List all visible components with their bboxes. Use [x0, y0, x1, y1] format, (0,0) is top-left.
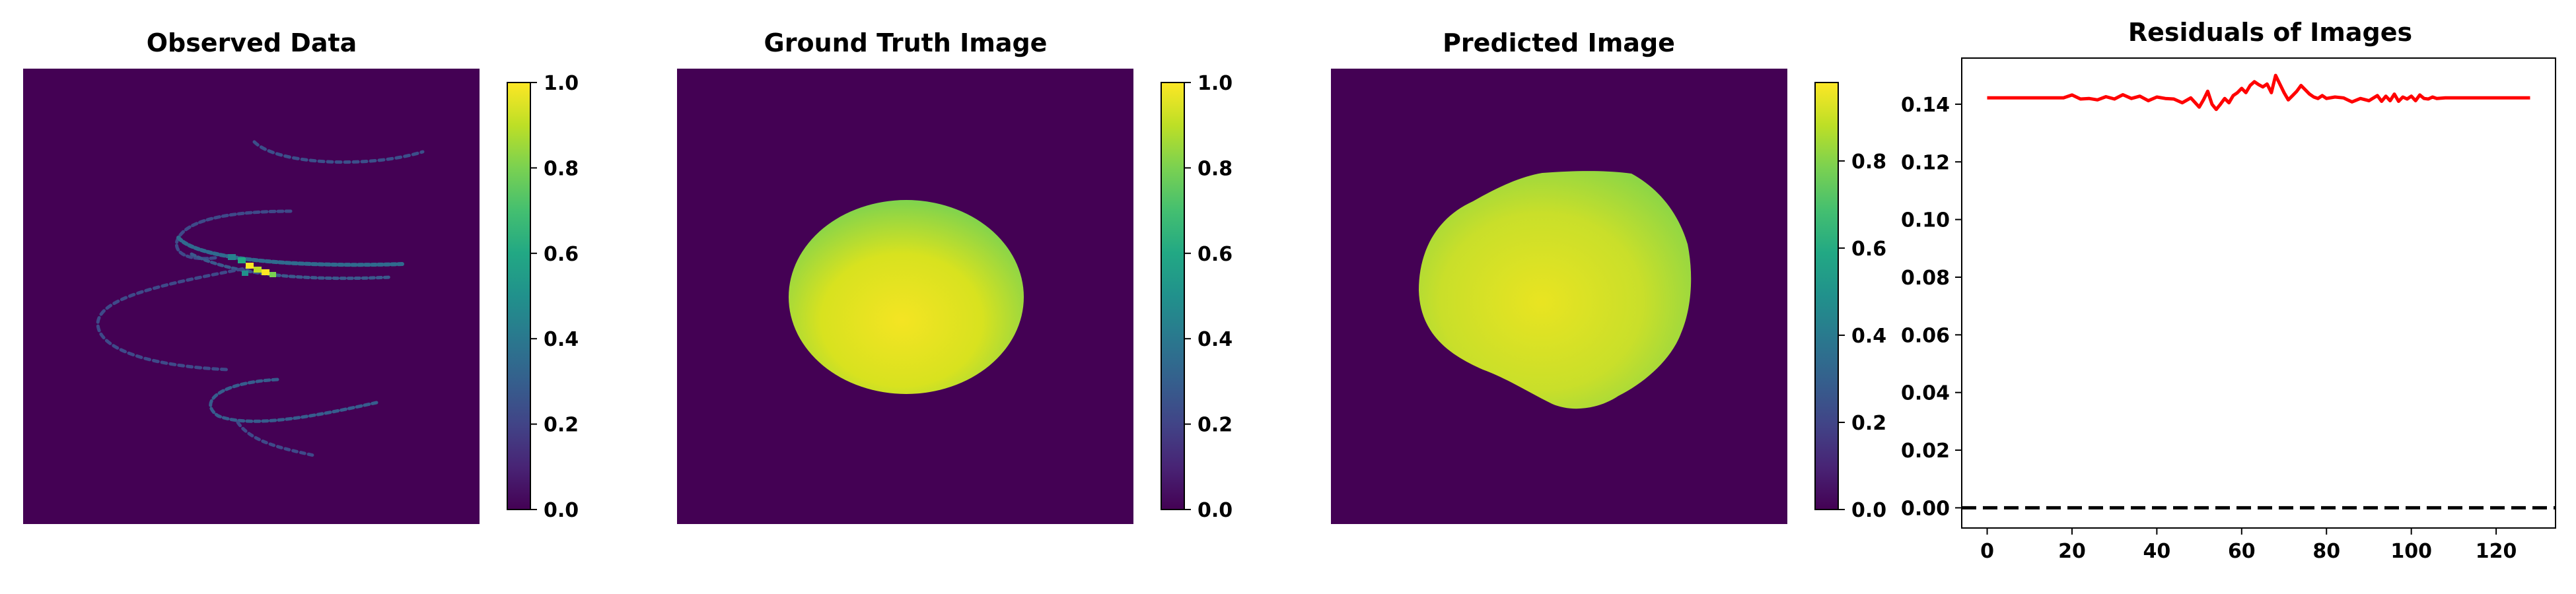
panel-residuals: Residuals of Images 0.00 0.02 0.04 0.06 0.08… — [1901, 18, 2556, 563]
colorbar: 0.0 0.2 0.4 0.6 0.8 1.0 — [507, 72, 579, 522]
y-axis-ticks: 0.00 0.02 0.04 0.06 0.08 0.10 0.12 0.14 — [1901, 94, 1962, 520]
panel-ground-truth: Ground Truth Image 0.0 0.2 0.4 0.6 0.8 1.0 — [677, 28, 1233, 524]
heatmap-streaks — [96, 140, 425, 457]
colorbar-tick-label: 0.0 — [1851, 499, 1886, 522]
chart-title: Ground Truth Image — [764, 28, 1048, 57]
spiral-streak-upper — [174, 209, 293, 261]
spiral-streak-lower-middle — [190, 252, 392, 280]
residual-line — [1987, 73, 2530, 112]
colorbar: 0.0 0.2 0.4 0.6 0.8 1.0 — [1161, 72, 1233, 522]
colorbar-tick-label: 1.0 — [544, 72, 579, 95]
colorbar-tick-label: 0.2 — [1198, 414, 1233, 437]
x-tick-label: 40 — [2143, 540, 2171, 563]
y-tick-label: 0.00 — [1901, 497, 1950, 520]
colorbar: 0.0 0.2 0.4 0.6 0.8 — [1814, 82, 1886, 522]
x-tick-label: 100 — [2390, 540, 2432, 563]
x-tick-label: 0 — [1980, 540, 1994, 563]
colorbar-tick-label: 0.4 — [1851, 325, 1886, 348]
x-axis-ticks: 0 20 40 60 80 100 120 — [1980, 528, 2517, 563]
colorbar-tick-label: 0.4 — [544, 328, 579, 351]
chart-title: Residuals of Images — [2128, 18, 2412, 47]
y-tick-label: 0.06 — [1901, 324, 1950, 347]
colorbar-tick-label: 0.6 — [544, 243, 579, 266]
plot-area — [1961, 57, 2556, 529]
y-tick-label: 0.12 — [1901, 151, 1950, 174]
colorbar-tick-label: 1.0 — [1198, 72, 1233, 95]
x-tick-label: 20 — [2058, 540, 2086, 563]
colorbar-ticks: 0.0 0.2 0.4 0.6 0.8 1.0 — [530, 72, 579, 522]
colorbar-gradient — [1161, 82, 1185, 510]
colorbar-ticks: 0.0 0.2 0.4 0.6 0.8 1.0 — [1184, 72, 1233, 522]
colorbar-tick-label: 0.4 — [1198, 328, 1233, 351]
y-tick-label: 0.10 — [1901, 209, 1950, 232]
heatmap-ellipse — [789, 200, 1024, 394]
x-tick-label: 80 — [2312, 540, 2340, 563]
colorbar-tick-label: 0.8 — [544, 157, 579, 180]
spiral-streak-bottom — [209, 378, 378, 423]
y-tick-label: 0.02 — [1901, 440, 1950, 463]
panel-predicted: Predicted Image 0.0 0.2 0.4 0.6 0.8 — [1331, 28, 1886, 524]
bright-crossing — [228, 254, 276, 277]
colorbar-gradient — [1814, 82, 1839, 510]
colorbar-tick-label: 0.8 — [1851, 150, 1886, 174]
panel-observed-data: Observed Data 0.0 0.2 0.4 0.6 0.8 1.0 — [23, 28, 579, 524]
y-tick-label: 0.04 — [1901, 382, 1950, 405]
series-group — [1962, 73, 2556, 510]
x-tick-label: 60 — [2228, 540, 2256, 563]
y-tick-label: 0.14 — [1901, 94, 1950, 117]
y-tick-label: 0.08 — [1901, 267, 1950, 290]
colorbar-tick-label: 0.0 — [1198, 499, 1233, 522]
spiral-streak-middle — [176, 236, 405, 267]
heatmap-image — [23, 69, 480, 524]
spiral-streak-left-arc — [96, 265, 253, 372]
heatmap-blob — [1419, 171, 1692, 409]
colorbar-tick-label: 0.8 — [1198, 157, 1233, 180]
colorbar-tick-label: 0.6 — [1198, 243, 1233, 266]
colorbar-ticks: 0.0 0.2 0.4 0.6 0.8 — [1838, 150, 1886, 522]
colorbar-tick-label: 0.2 — [544, 414, 579, 437]
spiral-streak-bottom-tail — [236, 420, 316, 457]
colorbar-tick-label: 0.0 — [544, 499, 579, 522]
chart-title: Predicted Image — [1443, 28, 1675, 57]
spiral-streak-top — [252, 140, 425, 164]
x-tick-label: 120 — [2476, 540, 2517, 563]
colorbar-tick-label: 0.6 — [1851, 238, 1886, 261]
colorbar-gradient — [507, 82, 531, 510]
colorbar-tick-label: 0.2 — [1851, 412, 1886, 435]
chart-title: Observed Data — [147, 28, 357, 57]
